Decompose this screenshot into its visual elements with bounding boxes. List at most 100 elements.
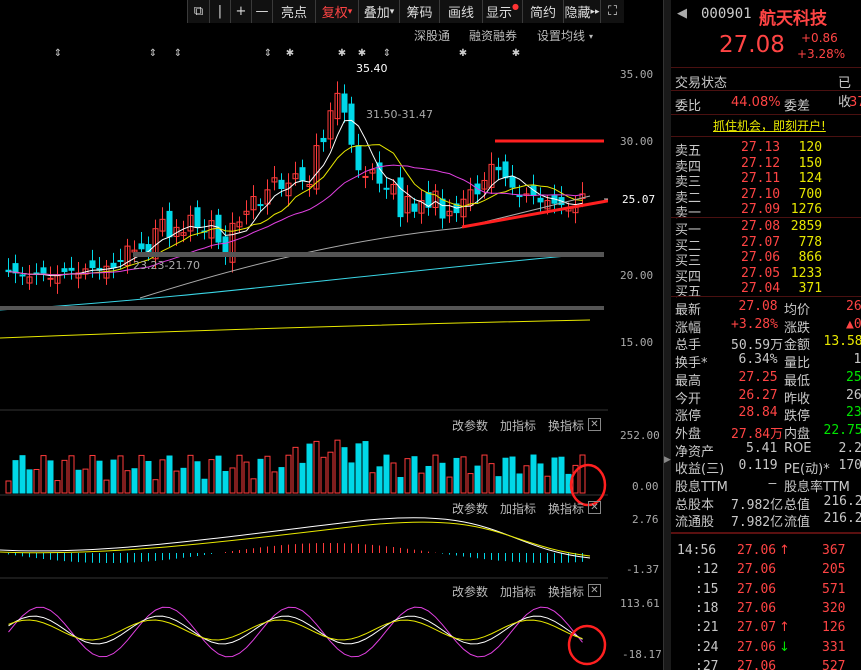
tick-price: 27.06 bbox=[737, 562, 777, 578]
add-indicator-link[interactable]: 加指标 bbox=[500, 502, 537, 516]
volume-bar bbox=[19, 455, 26, 494]
toolbar-button-0[interactable]: ⧉ bbox=[187, 0, 209, 23]
edit-params-link[interactable]: 改参数 bbox=[452, 585, 489, 599]
candle-body bbox=[117, 259, 124, 262]
volume-bar bbox=[320, 456, 327, 494]
panel-splitter[interactable] bbox=[663, 0, 671, 670]
tick-time: :15 bbox=[695, 581, 719, 597]
candle-body bbox=[243, 210, 250, 215]
collapse-arrow-icon[interactable]: ▶ bbox=[664, 455, 671, 465]
toolbar-button-2[interactable]: + bbox=[230, 0, 251, 23]
stock-code: 000901 bbox=[701, 6, 752, 22]
volume-bar bbox=[124, 470, 131, 494]
stat-value: 1 bbox=[853, 352, 861, 368]
ask-volume: 1276 bbox=[790, 202, 823, 218]
toolbar-button-5[interactable]: 复权 ▾ bbox=[315, 0, 358, 23]
candle-body bbox=[124, 245, 131, 267]
ask-level-label: 卖二 bbox=[675, 190, 702, 206]
open-account-promo-link[interactable]: 抓住机会，即刻开户! bbox=[713, 119, 826, 133]
candle-body bbox=[299, 167, 306, 181]
toolbar-button-9[interactable]: 显示 ● bbox=[482, 0, 522, 23]
stat-value: 26 bbox=[846, 299, 861, 314]
candle-body bbox=[68, 267, 75, 271]
toolbar-button-3[interactable]: — bbox=[251, 0, 272, 23]
ask-level-label: 卖三 bbox=[675, 175, 702, 191]
ask-level-label: 卖四 bbox=[675, 159, 702, 175]
volume-bar bbox=[54, 480, 61, 494]
bid-price: 27.07 bbox=[741, 234, 781, 250]
stat-label: 最新 bbox=[675, 303, 702, 318]
volume-bar bbox=[61, 459, 68, 494]
stat-value: 0.119 bbox=[738, 458, 778, 474]
candle-body bbox=[257, 204, 264, 207]
margin-trading-link[interactable]: 融资融券 bbox=[469, 29, 518, 43]
axis-label: 0.00 bbox=[632, 480, 659, 493]
close-icon[interactable]: ✕ bbox=[588, 584, 601, 597]
tick-volume: 320 bbox=[822, 600, 846, 616]
tick-time: :12 bbox=[695, 562, 719, 578]
toolbar-button-8[interactable]: 画线 bbox=[439, 0, 482, 23]
candle-body bbox=[397, 177, 404, 218]
candle-body bbox=[341, 93, 348, 113]
event-marker: ✱ bbox=[286, 48, 294, 59]
event-marker: ⇕ bbox=[383, 48, 391, 59]
ask-volume: 124 bbox=[798, 171, 823, 187]
stat-value: 13.58 bbox=[823, 334, 861, 350]
toolbar-button-10[interactable]: 简约 bbox=[522, 0, 563, 23]
add-indicator-link[interactable]: 加指标 bbox=[500, 585, 537, 599]
candle-body bbox=[264, 189, 271, 205]
ma250-line bbox=[0, 319, 591, 339]
stat-label: 换手* bbox=[675, 356, 708, 372]
kline-chart[interactable]: ⇕ ⇕ ⇕ ⇕ ✱ ✱ ✱ ⇕ ✱ ✱ bbox=[0, 44, 608, 670]
ma5-line bbox=[8, 119, 583, 277]
stat-value: 22.75 bbox=[823, 422, 861, 438]
bid-level-label: 买三 bbox=[675, 254, 702, 270]
toolbar-button-1[interactable]: | bbox=[209, 0, 230, 23]
toolbar-button-11[interactable]: 隐藏 ▸▸ bbox=[563, 0, 600, 23]
tick-time: :24 bbox=[695, 639, 719, 655]
volume-bar bbox=[215, 455, 222, 494]
toolbar-button-4[interactable]: 亮点 bbox=[272, 0, 315, 23]
quote-row: 14:56 27.06 ↑ 367 bbox=[675, 543, 861, 561]
candle-body bbox=[250, 196, 257, 211]
volume-bar bbox=[390, 462, 397, 494]
moving-average-lines bbox=[0, 119, 591, 339]
volume-bar bbox=[33, 468, 40, 494]
volume-bar bbox=[460, 456, 467, 494]
tick-price: 27.06 bbox=[737, 543, 777, 558]
candle-body bbox=[110, 262, 117, 269]
macd-histogram bbox=[8, 543, 583, 563]
volume-bar bbox=[509, 456, 516, 494]
candle-body bbox=[460, 198, 467, 218]
volume-bar bbox=[348, 462, 355, 494]
switch-indicator-link[interactable]: 换指标 bbox=[548, 419, 585, 433]
candle-body bbox=[166, 210, 173, 238]
close-icon[interactable]: ✕ bbox=[588, 418, 601, 431]
quote-row: :24 27.06 ↓ 331 bbox=[675, 640, 861, 658]
axis-label: 113.61 bbox=[620, 597, 660, 610]
volume-bar bbox=[278, 467, 285, 494]
add-indicator-link[interactable]: 加指标 bbox=[500, 419, 537, 433]
candle-body bbox=[40, 267, 47, 274]
switch-indicator-link[interactable]: 换指标 bbox=[548, 585, 585, 599]
toolbar-button-7[interactable]: 筹码 bbox=[399, 0, 439, 23]
quote-panel: ◀ 000901 航天科技 27.08 +0.86 +3.28% 交易状态 已收… bbox=[671, 0, 861, 670]
tick-time: :18 bbox=[695, 600, 719, 616]
volume-bars bbox=[5, 439, 586, 494]
quote-row: :21 27.07 ↑ 126 bbox=[675, 620, 861, 638]
volume-bar bbox=[551, 457, 558, 494]
close-icon[interactable]: ✕ bbox=[588, 501, 601, 514]
fullscreen-icon[interactable]: ⛶ bbox=[600, 0, 624, 23]
candle-body bbox=[313, 145, 320, 190]
price-change: +0.86 bbox=[801, 31, 838, 45]
back-arrow-icon[interactable]: ◀ bbox=[677, 6, 687, 21]
edit-params-link[interactable]: 改参数 bbox=[452, 419, 489, 433]
set-ma-dropdown[interactable]: 设置均线 bbox=[537, 29, 586, 43]
toolbar-button-6[interactable]: 叠加 ▾ bbox=[358, 0, 399, 23]
stat-label: 外盘 bbox=[675, 426, 702, 442]
switch-indicator-link[interactable]: 换指标 bbox=[548, 502, 585, 516]
edit-params-link[interactable]: 改参数 bbox=[452, 502, 489, 516]
volume-bar bbox=[418, 472, 425, 494]
shenzhen-connect-link[interactable]: 深股通 bbox=[414, 29, 451, 43]
volume-bar bbox=[103, 479, 110, 494]
